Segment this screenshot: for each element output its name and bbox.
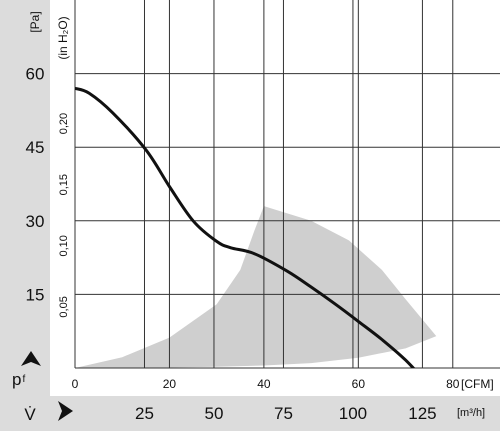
cfm-tick-label: 0: [72, 377, 79, 391]
cfm-tick-label: 40: [257, 377, 271, 391]
y-unit-pa-label: [Pa]: [28, 11, 42, 32]
m3h-tick-label: 50: [205, 404, 224, 423]
flow-symbol: V̇: [24, 405, 36, 424]
pressure-arrow-icon: [21, 351, 41, 366]
y-unit-inh2o-label: (in H₂O): [56, 16, 70, 59]
cfm-tick-label: 20: [163, 377, 177, 391]
cfm-tick-label: 60: [352, 377, 366, 391]
flow-arrow-icon: [58, 401, 73, 421]
operating-region: [75, 206, 437, 368]
inh2o-tick-label: 0,20: [58, 113, 70, 134]
pa-tick-label: 30: [26, 212, 45, 231]
cfm-tick-label: 80: [446, 377, 460, 391]
left-axis-band: [0, 0, 50, 431]
operating-region-layer: [75, 206, 437, 368]
pa-tick-label: 60: [26, 65, 45, 84]
grid-layer: [74, 0, 500, 369]
x-unit-cfm-label: [CFM]: [461, 377, 494, 391]
pa-tick-label: 45: [26, 138, 45, 157]
inh2o-tick-label: 0,10: [58, 235, 70, 256]
inh2o-tick-label: 0,15: [58, 174, 70, 195]
m3h-tick-label: 75: [274, 404, 293, 423]
x-unit-m3h-label: [m³/h]: [457, 407, 485, 419]
pressure-symbol: pf: [12, 370, 25, 389]
m3h-tick-label: 100: [339, 404, 367, 423]
bottom-axis-band: [0, 396, 500, 431]
m3h-tick-label: 25: [135, 404, 154, 423]
pressure-curve: [75, 86, 416, 368]
m3h-tick-label: 125: [408, 404, 436, 423]
inh2o-tick-label: 0,05: [58, 296, 70, 317]
tick-label-layer: 15 30 45 60 0,05 0,10 0,15 0,20 0 20 40 60 80 25 50 75 1…: [26, 65, 460, 423]
curve-layer: [75, 86, 416, 368]
pa-tick-label: 15: [26, 285, 45, 304]
